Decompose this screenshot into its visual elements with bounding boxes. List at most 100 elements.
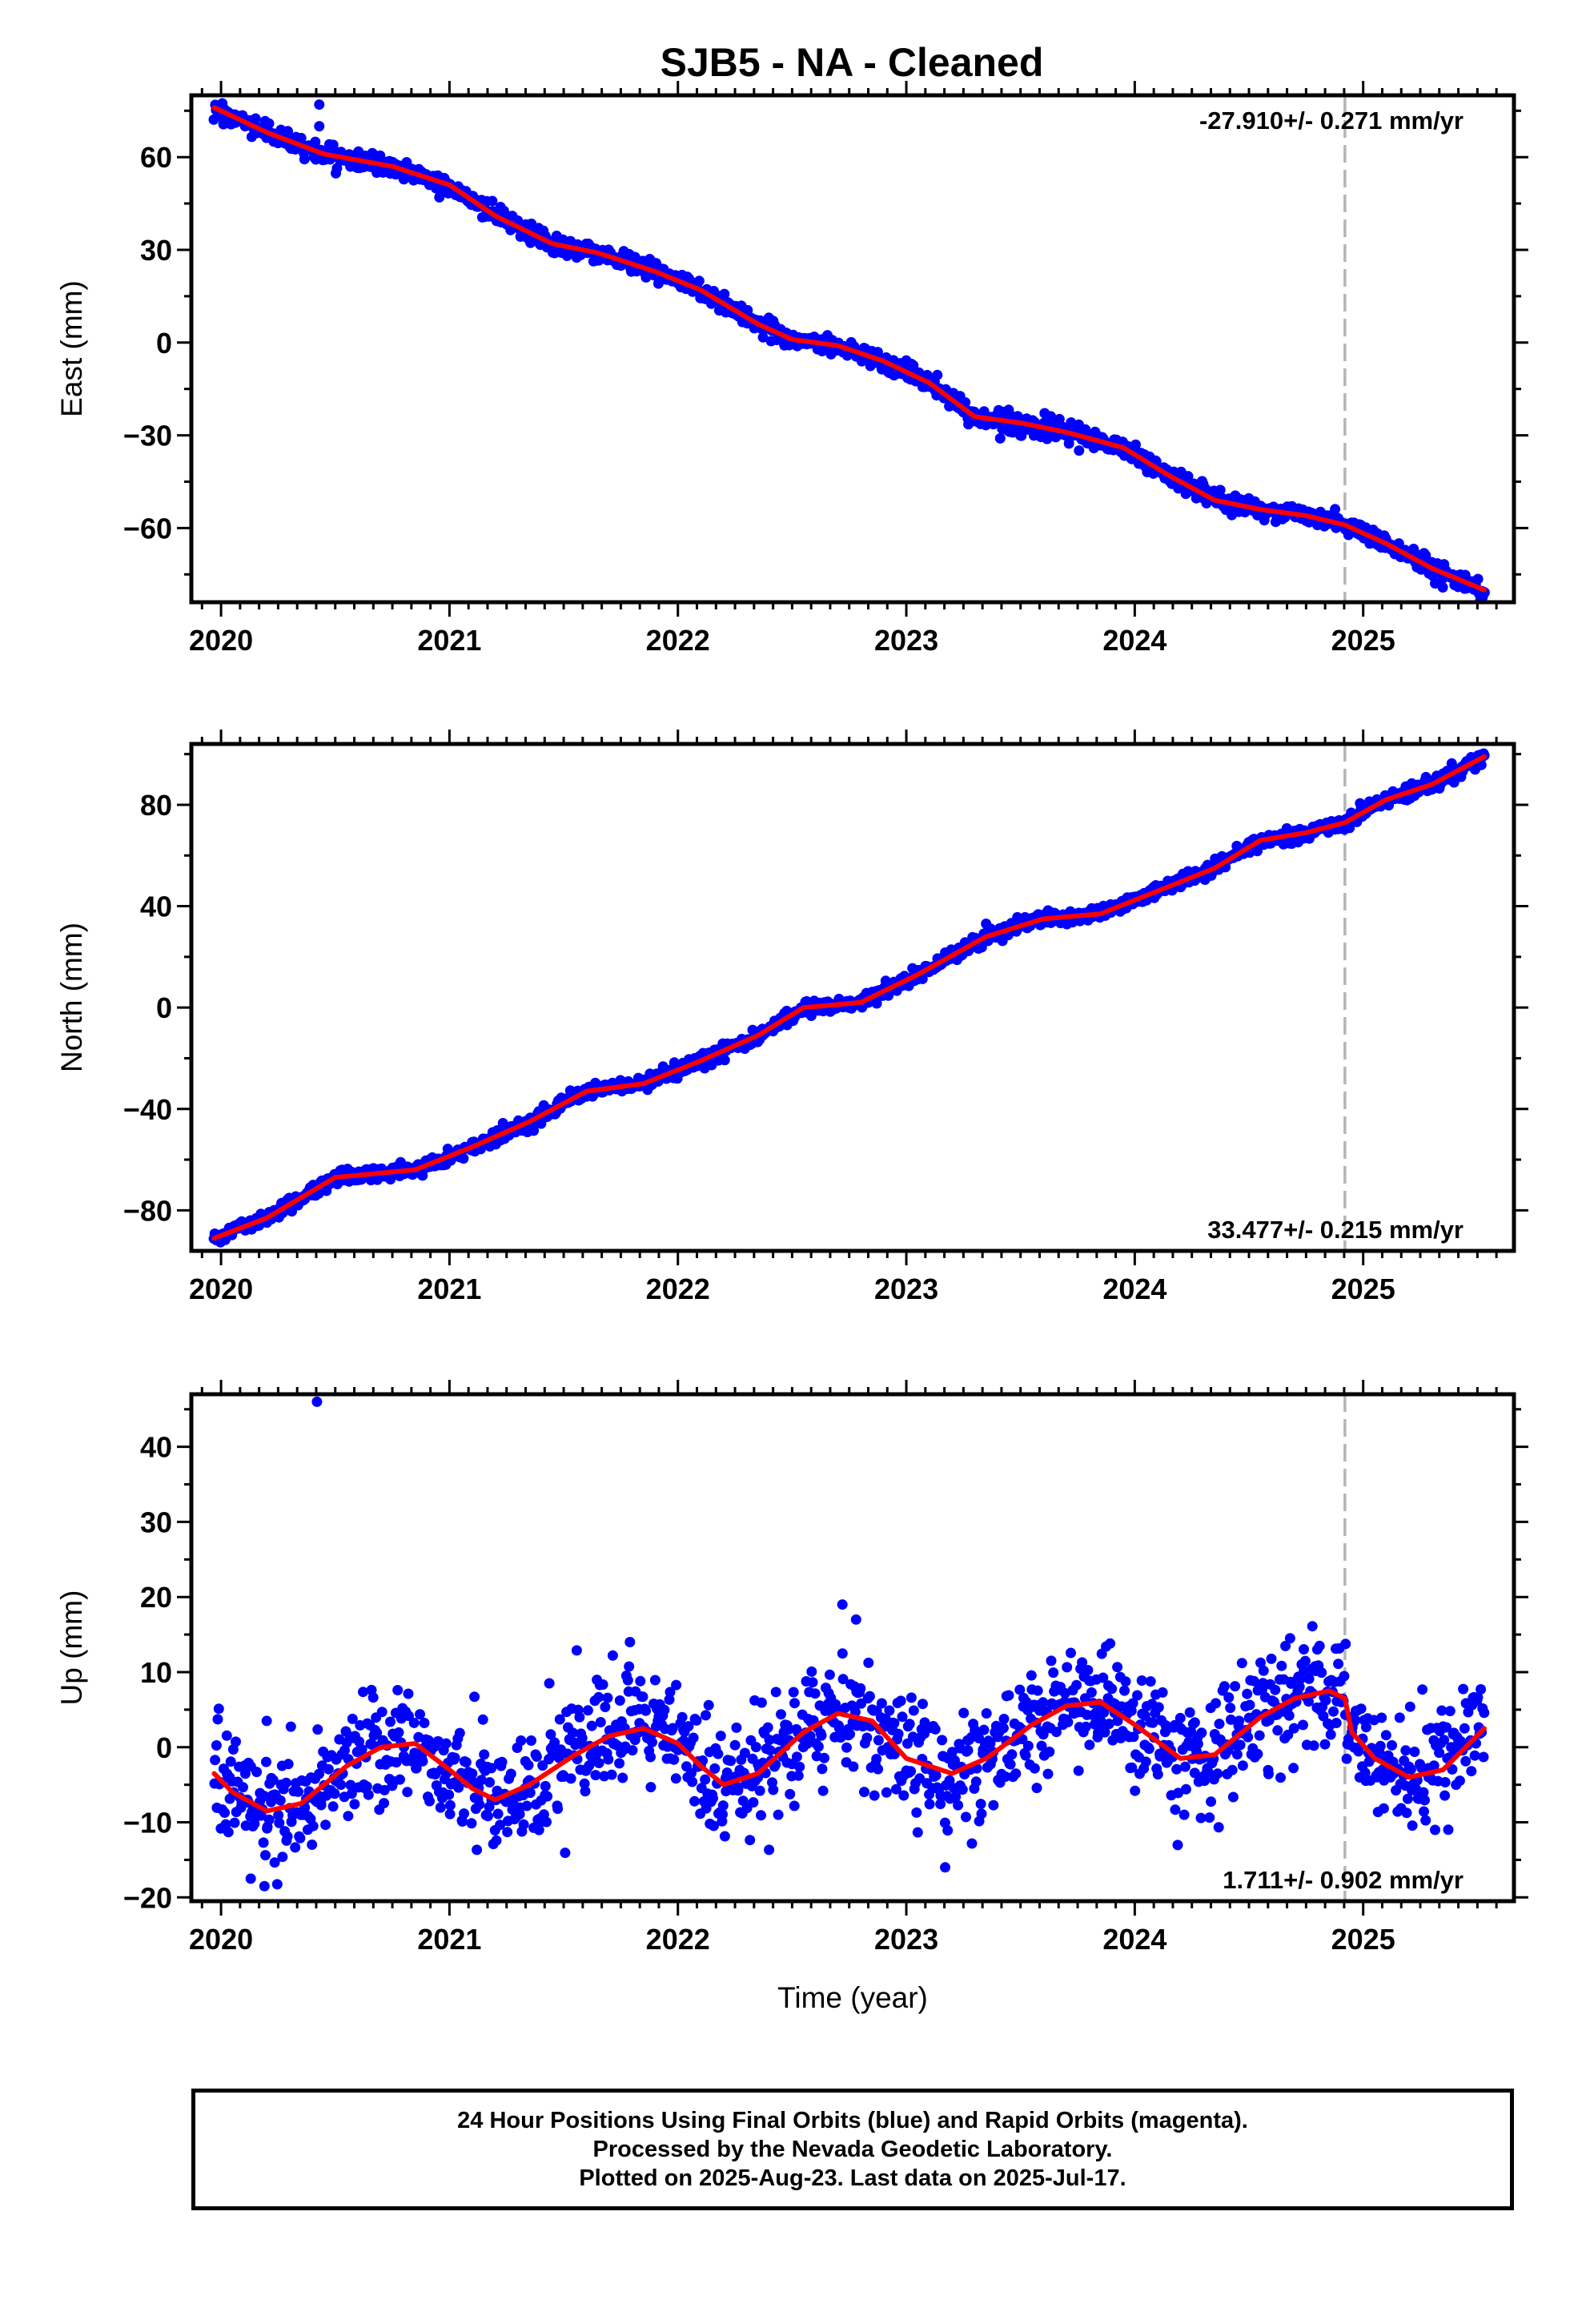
data-point bbox=[1090, 1707, 1102, 1719]
data-point bbox=[665, 1687, 676, 1698]
data-point bbox=[1443, 1824, 1454, 1835]
data-point bbox=[554, 1714, 565, 1725]
data-point bbox=[1071, 1679, 1082, 1691]
data-point bbox=[1223, 1692, 1235, 1703]
data-point bbox=[307, 1820, 319, 1831]
data-point bbox=[323, 1763, 334, 1775]
data-point bbox=[1331, 1718, 1342, 1728]
data-point bbox=[580, 1786, 591, 1797]
data-point bbox=[225, 1756, 236, 1767]
data-point bbox=[570, 1739, 581, 1751]
data-point bbox=[869, 1790, 880, 1801]
data-point bbox=[376, 1707, 387, 1718]
data-point bbox=[419, 1718, 430, 1728]
data-point bbox=[764, 1735, 775, 1746]
data-point bbox=[750, 1742, 761, 1753]
data-point bbox=[1360, 1722, 1371, 1733]
data-point bbox=[733, 1782, 744, 1793]
data-point bbox=[884, 1705, 895, 1716]
data-point bbox=[1394, 1712, 1405, 1723]
data-point bbox=[1469, 1750, 1480, 1761]
data-point bbox=[1341, 1753, 1352, 1764]
data-point bbox=[283, 1759, 294, 1770]
data-point bbox=[944, 1775, 955, 1786]
data-point bbox=[848, 1761, 859, 1772]
data-point bbox=[729, 1739, 741, 1751]
x-tick-label: 2023 bbox=[874, 624, 938, 657]
model-fit-line bbox=[211, 1688, 1487, 1814]
data-point bbox=[1439, 1735, 1450, 1746]
data-point bbox=[277, 1852, 288, 1863]
data-point bbox=[375, 150, 386, 161]
data-point bbox=[568, 1727, 578, 1739]
y-axis bbox=[177, 1408, 1528, 1899]
data-point bbox=[518, 1819, 529, 1830]
data-point bbox=[998, 1714, 1010, 1724]
footer-box: 24 Hour Positions Using Final Orbits (bl… bbox=[191, 2089, 1514, 2210]
data-point bbox=[1472, 573, 1484, 585]
data-point bbox=[837, 1648, 848, 1659]
outlier-point bbox=[624, 1636, 636, 1647]
data-point bbox=[719, 288, 730, 300]
y-tick-label: −20 bbox=[123, 1881, 172, 1914]
data-point bbox=[1254, 1730, 1265, 1741]
data-point bbox=[238, 1782, 248, 1793]
y-tick-label: 0 bbox=[156, 991, 172, 1024]
data-point bbox=[1046, 1655, 1057, 1667]
data-point bbox=[483, 1811, 493, 1822]
data-point bbox=[1152, 1769, 1163, 1780]
data-point bbox=[966, 1838, 978, 1849]
data-point bbox=[280, 1777, 291, 1788]
data-point bbox=[320, 1819, 331, 1831]
data-point bbox=[783, 1724, 794, 1735]
data-point bbox=[1314, 1640, 1325, 1651]
data-point bbox=[806, 1666, 817, 1677]
data-point bbox=[516, 1735, 527, 1746]
data-point bbox=[622, 1675, 633, 1686]
data-point bbox=[773, 1809, 784, 1820]
data-point bbox=[593, 1758, 604, 1768]
data-point bbox=[229, 1817, 240, 1828]
data-point bbox=[788, 1687, 799, 1698]
data-point bbox=[1325, 1729, 1336, 1740]
data-point bbox=[1062, 1662, 1073, 1673]
data-point bbox=[1105, 1638, 1116, 1649]
data-point bbox=[905, 1692, 917, 1703]
footer-line-1: 24 Hour Positions Using Final Orbits (bl… bbox=[457, 2108, 1248, 2133]
data-point bbox=[942, 1825, 954, 1836]
data-point bbox=[1478, 1751, 1489, 1763]
data-point bbox=[721, 1767, 733, 1778]
data-point bbox=[261, 1756, 271, 1767]
data-point bbox=[1006, 1749, 1018, 1760]
data-point bbox=[459, 1808, 469, 1819]
data-point bbox=[1236, 1658, 1247, 1669]
data-point bbox=[403, 1688, 414, 1699]
data-point bbox=[725, 1755, 737, 1767]
y-tick-label: 60 bbox=[140, 141, 172, 174]
data-point bbox=[1044, 1747, 1055, 1757]
data-point bbox=[745, 1835, 756, 1846]
data-point bbox=[669, 1754, 680, 1765]
data-point bbox=[1454, 1775, 1465, 1787]
data-point bbox=[1219, 1681, 1230, 1692]
data-point bbox=[1288, 1723, 1299, 1734]
data-point bbox=[1140, 1756, 1151, 1767]
data-point bbox=[290, 1842, 301, 1853]
data-point bbox=[1333, 1659, 1344, 1670]
data-point bbox=[1227, 1764, 1238, 1775]
data-point bbox=[1195, 1812, 1207, 1823]
data-point bbox=[1178, 1809, 1190, 1820]
data-point bbox=[1308, 1740, 1319, 1751]
data-point bbox=[460, 1757, 472, 1767]
x-tick-label: 2021 bbox=[417, 1923, 481, 1956]
data-point bbox=[349, 1799, 360, 1810]
data-point bbox=[1029, 1763, 1040, 1774]
data-point bbox=[893, 1728, 904, 1739]
data-point bbox=[640, 1705, 652, 1716]
data-point bbox=[932, 369, 943, 380]
data-point bbox=[1084, 1739, 1095, 1751]
y-tick-label: 40 bbox=[140, 1431, 172, 1464]
data-point bbox=[1255, 1657, 1266, 1668]
data-point bbox=[908, 360, 919, 371]
model-fit-line bbox=[211, 105, 1487, 593]
